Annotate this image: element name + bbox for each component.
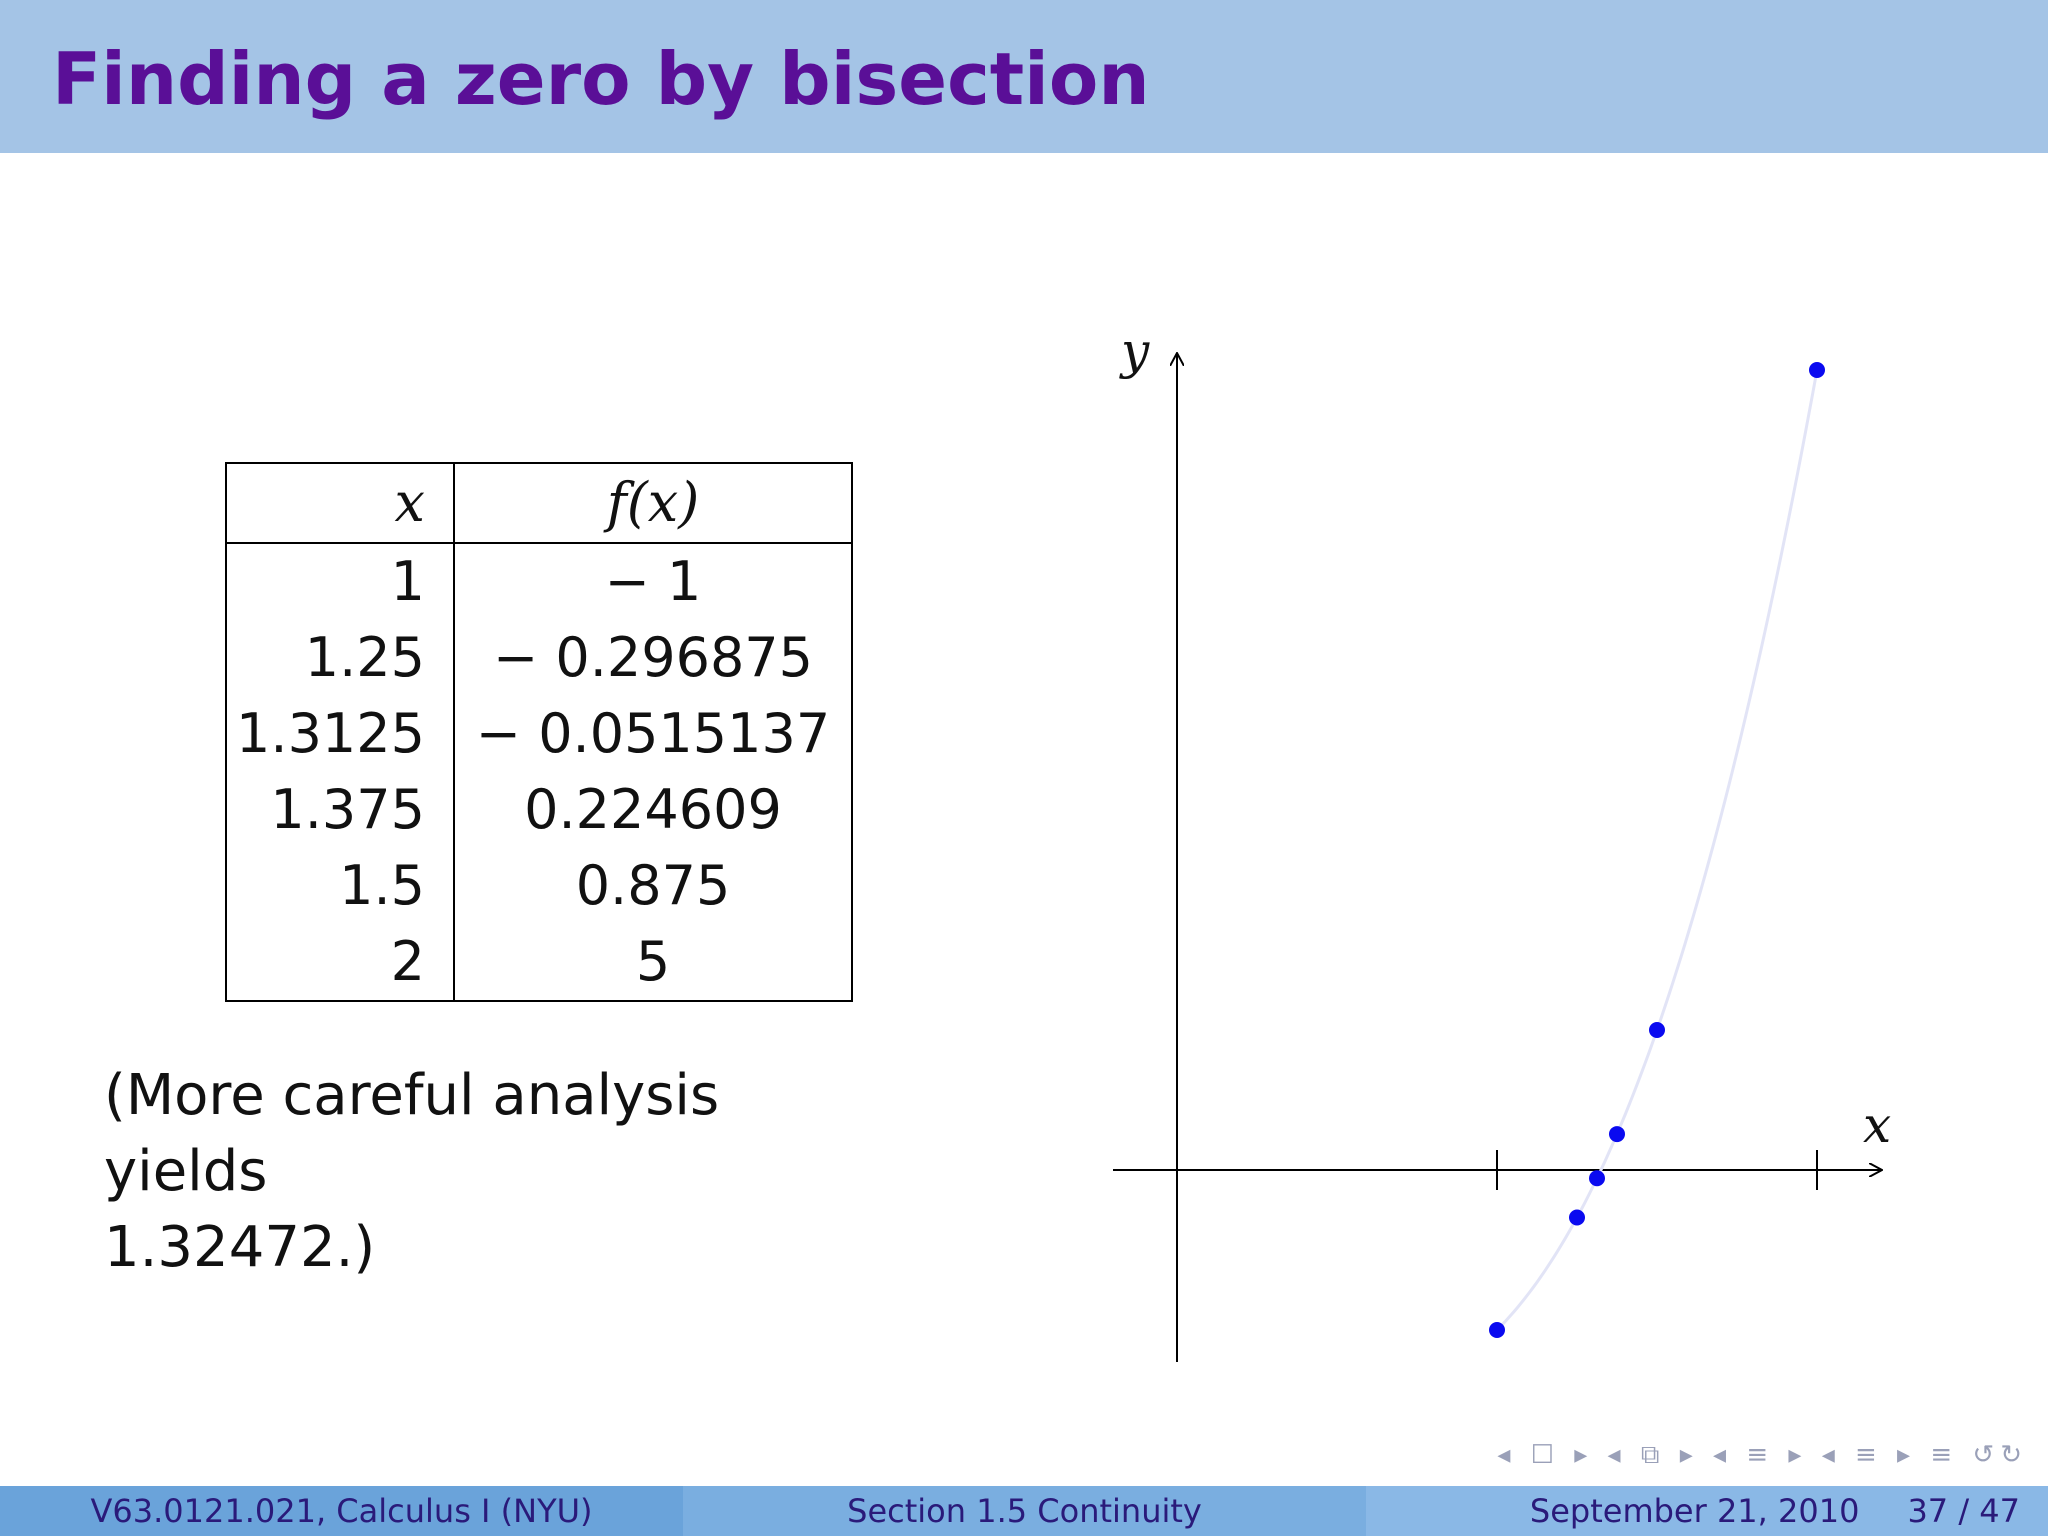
bisection-plot: x y (1113, 322, 1891, 1362)
cell-fx: 5 (635, 930, 671, 993)
table-header-row: x f(x) (226, 463, 852, 544)
footer-page-number: 37 / 47 (1907, 1492, 2020, 1530)
data-points (1489, 362, 1825, 1338)
data-point (1649, 1022, 1665, 1038)
header-fx: f(x) (454, 463, 852, 544)
footer-date: September 21, 2010 (1529, 1492, 1860, 1530)
data-point (1569, 1209, 1585, 1226)
cell-x: 2 (226, 924, 455, 1001)
table-row: 2 5 (226, 924, 852, 1001)
header-x: x (226, 463, 455, 544)
cell-fx: 0.224609 (524, 778, 782, 841)
cell-fx: − 0.0515137 (475, 702, 831, 765)
data-point (1489, 1322, 1505, 1338)
table-row: 1.5 0.875 (226, 848, 852, 924)
y-axis-label: y (1119, 322, 1150, 380)
title-bar: Finding a zero by bisection (0, 0, 2048, 153)
cell-x: 1.25 (226, 620, 455, 696)
data-point (1589, 1170, 1605, 1187)
cell-x: 1.375 (226, 772, 455, 848)
navigation-controls[interactable]: ◂ ☐ ▸ ◂ ⧉ ▸ ◂ ≡ ▸ ◂ ≡ ▸ ≡ ↺↻ (1497, 1440, 2028, 1470)
cell-fx: − 0.296875 (492, 626, 814, 689)
cell-x: 1 (226, 543, 455, 620)
cell-x: 1.3125 (226, 696, 455, 772)
note-line-2: 1.32472.) (104, 1215, 376, 1280)
x-axis-label: x (1863, 1096, 1891, 1154)
function-curve (1495, 369, 1819, 1332)
table-row: 1.3125 − 0.0515137 (226, 696, 852, 772)
cell-fx: 0.875 (575, 854, 731, 917)
cell-fx: − 1 (604, 550, 702, 613)
data-point (1609, 1126, 1625, 1143)
table-row: 1.375 0.224609 (226, 772, 852, 848)
table-row: 1 − 1 (226, 543, 852, 620)
footer-right: September 21, 2010 37 / 47 (1366, 1486, 2048, 1536)
x-ticks (1496, 1150, 1818, 1190)
data-point (1809, 362, 1825, 378)
values-table: x f(x) 1 − 1 1.25 − 0.296875 1.3125 − 0.… (225, 462, 853, 1002)
table-row: 1.25 − 0.296875 (226, 620, 852, 696)
cell-x: 1.5 (226, 848, 455, 924)
footer: V63.0121.021, Calculus I (NYU) Section 1… (0, 1486, 2048, 1536)
footer-section: Section 1.5 Continuity (683, 1486, 1366, 1536)
slide-title: Finding a zero by bisection (52, 37, 1150, 121)
note-line-1: (More careful analysis yields (104, 1063, 720, 1204)
analysis-note: (More careful analysis yields 1.32472.) (104, 1058, 864, 1286)
footer-course: V63.0121.021, Calculus I (NYU) (0, 1486, 683, 1536)
